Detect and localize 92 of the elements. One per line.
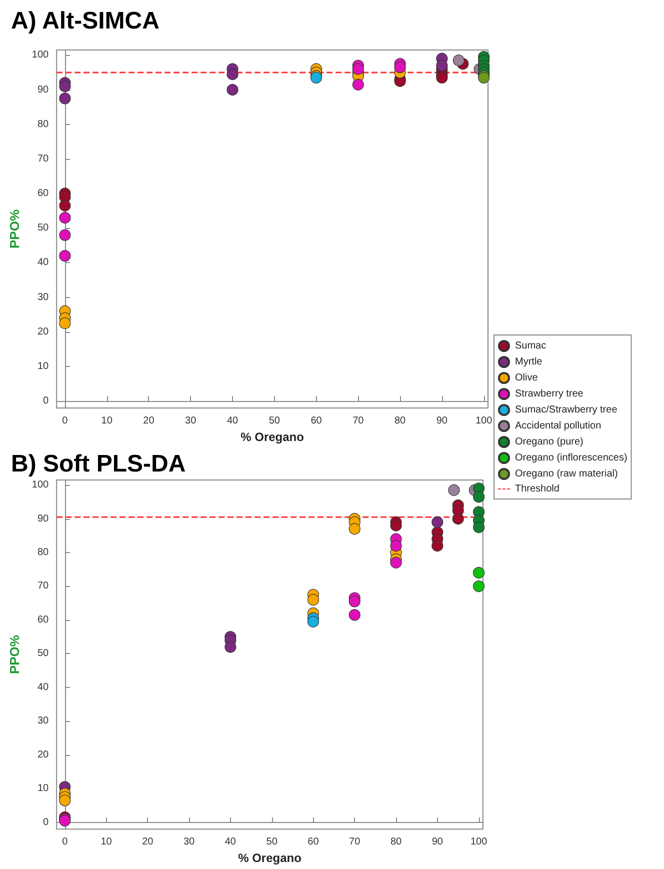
point [448,484,460,496]
point [473,566,485,579]
y-tick-label: 10 [37,783,50,794]
point [59,794,71,806]
y-tick-label: 50 [37,648,50,660]
point [59,212,71,224]
point [432,540,444,552]
point [307,594,320,606]
legend-label: Olive [515,372,538,384]
y-tick-label: 100 [32,50,50,61]
x-tick-label: 40 [226,416,238,426]
point [352,63,364,75]
y-tick-label: 40 [37,682,50,693]
x-axis-title: % Oregano [240,430,304,444]
x-tick-label: 90 [436,416,448,426]
chart-title: A) Alt-SIMCA [11,8,160,34]
legend-label: Sumac [515,340,546,352]
y-tick-label: 60 [37,188,50,200]
x-tick-label: 30 [185,416,197,426]
x-tick-label: 0 [62,836,68,848]
point [390,540,402,552]
y-tick-label: 90 [37,513,50,524]
y-axis-title: PPO% [7,634,22,674]
y-tick-label: 100 [32,480,50,491]
y-tick-label: 70 [37,153,50,164]
point [352,78,364,90]
y-tick-label: 0 [43,816,50,828]
x-tick-label: 0 [62,416,68,426]
legend-label: Sumac/Strawberry tree [515,404,618,416]
point [348,523,360,535]
x-tick-label: 100 [475,416,493,426]
y-tick-label: 90 [37,84,50,96]
point [452,512,464,525]
point [390,520,402,532]
point [452,54,464,66]
y-tick-label: 30 [37,292,50,303]
point [473,580,485,592]
point [59,229,71,241]
y-tick-label: 30 [37,716,50,727]
legend-label: Oregano (raw material) [515,468,618,480]
x-tick-label: 10 [100,836,112,848]
y-tick-label: 0 [43,396,50,407]
x-tick-label: 60 [308,836,320,848]
y-tick-label: 20 [37,749,50,760]
x-tick-label: 10 [101,416,113,426]
legend-label: Myrtle [515,356,543,368]
point [390,556,402,568]
legend-label: Accidental pollution [515,420,602,432]
x-tick-label: 50 [266,836,278,848]
y-tick-label: 50 [37,222,50,234]
point [59,250,71,262]
x-axis-title: % Oregano [238,851,302,865]
x-tick-label: 30 [183,836,196,848]
legend-label: Threshold [515,484,560,494]
y-tick-label: 70 [37,580,50,592]
point [473,521,485,534]
y-tick-label: 40 [37,257,50,268]
point [473,491,485,503]
y-tick-label: 80 [37,118,50,130]
point [59,92,71,104]
x-tick-label: 100 [470,836,488,848]
y-tick-label: 80 [37,547,50,558]
y-axis-title: PPO% [7,209,22,249]
point [436,60,448,72]
point [59,200,71,212]
point [432,516,444,528]
point [394,61,406,74]
x-tick-label: 40 [224,836,236,848]
point [59,317,71,330]
y-tick-label: 60 [37,614,50,626]
legend-label: Strawberry tree [515,388,584,400]
x-tick-label: 90 [432,836,444,848]
point [348,609,360,621]
x-tick-label: 70 [352,416,364,426]
x-tick-label: 20 [143,416,155,426]
chart-title: B) Soft PLS-DA [11,450,186,478]
legend-label: Oregano (pure) [515,436,584,448]
x-tick-label: 80 [390,836,402,848]
y-tick-label: 10 [37,360,50,372]
x-tick-label: 50 [268,416,280,426]
y-tick-label: 20 [37,326,50,338]
point [307,616,320,628]
point [348,596,360,608]
point [59,80,71,92]
point [224,641,236,653]
x-tick-label: 70 [349,836,361,848]
point [226,68,238,80]
legend-label: Oregano (inflorescences) [515,452,628,464]
x-tick-label: 80 [394,416,406,426]
x-tick-label: 60 [310,416,322,426]
point [226,84,238,96]
x-tick-label: 20 [142,836,154,848]
